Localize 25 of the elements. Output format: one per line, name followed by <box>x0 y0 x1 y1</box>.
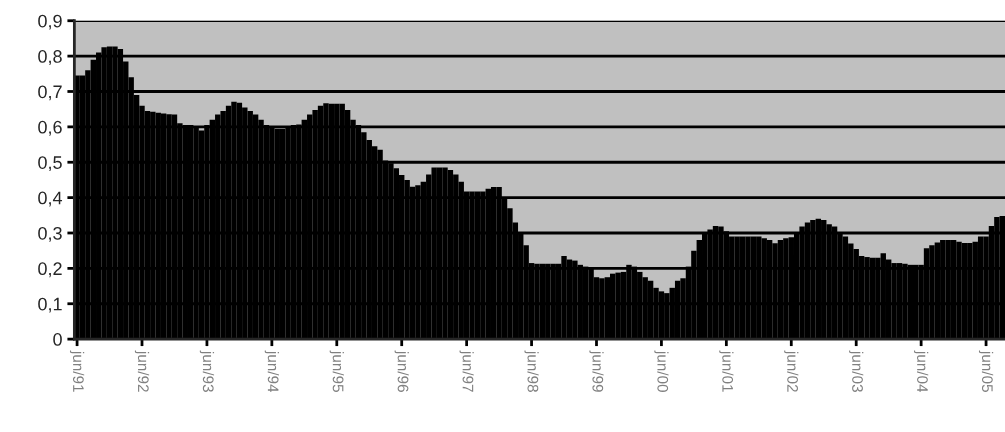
x-tick-label: jun/04 <box>914 350 929 393</box>
y-tick-label: 0,6 <box>38 120 62 136</box>
y-tick-label: 0,5 <box>38 156 62 172</box>
x-tick-label: jun/91 <box>69 350 85 392</box>
x-tick-label: jun/97 <box>459 350 474 392</box>
y-tick-label: 0,9 <box>38 14 62 30</box>
x-tick-label: jun/92 <box>134 350 150 392</box>
y-tick-label: 0,4 <box>38 191 63 207</box>
x-tick-label: jun/02 <box>784 350 799 392</box>
x-tick-label: jun/99 <box>589 350 604 392</box>
x-tick-label: jun/03 <box>849 350 864 392</box>
x-tick-label: jun/93 <box>199 350 215 392</box>
x-tick-label: jun/05 <box>978 350 994 392</box>
y-tick-label: 0,2 <box>38 262 62 278</box>
y-tick-label: 0,1 <box>38 297 62 313</box>
y-tick-label: 0,7 <box>38 85 62 101</box>
x-tick-label: jun/98 <box>524 350 539 392</box>
x-tick-label: jun/01 <box>719 350 734 392</box>
y-tick-label: 0,3 <box>38 226 62 242</box>
x-tick-label: jun/94 <box>264 350 279 393</box>
x-tick-label: jun/00 <box>654 350 669 392</box>
y-tick-label: 0,8 <box>38 50 62 65</box>
x-tick-label: jun/95 <box>329 350 344 392</box>
x-tick-label: jun/96 <box>394 350 409 392</box>
y-tick-label: 0 <box>53 333 62 346</box>
